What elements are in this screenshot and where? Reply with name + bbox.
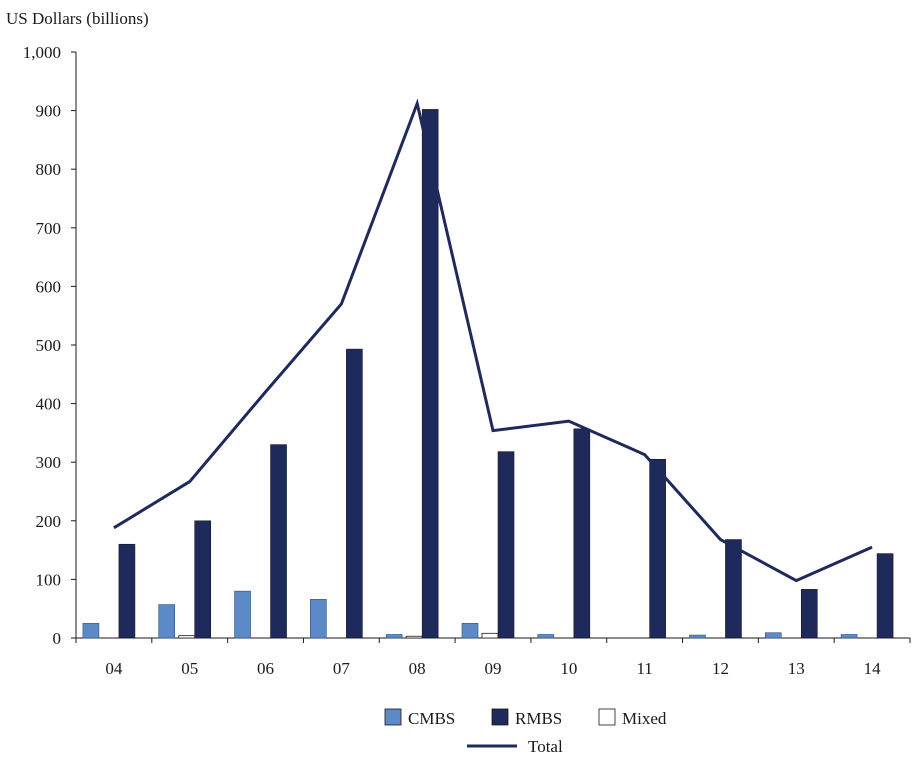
y-tick-label: 600 — [36, 277, 62, 296]
line-total — [113, 98, 873, 583]
x-tick-label: 07 — [333, 659, 351, 678]
x-tick-label: 13 — [788, 659, 805, 678]
x-tick-label: 12 — [712, 659, 729, 678]
x-tick-label: 09 — [485, 659, 502, 678]
x-tick-label: 06 — [257, 659, 274, 678]
bar-rmbs-11 — [649, 458, 666, 639]
y-tick-label: 500 — [36, 336, 62, 355]
bar-rmbs-08 — [421, 109, 439, 639]
y-tick-label: 300 — [36, 453, 62, 472]
y-tick-label: 700 — [36, 219, 62, 238]
plot-area: 0 100 200 300 400 500 600 700 800 900 1,000 04 05 06 0… — [23, 43, 911, 678]
bar-rmbs-07 — [346, 348, 363, 639]
y-tick-label: 400 — [36, 395, 62, 414]
bar-cmbs-12 — [689, 634, 706, 639]
bar-cmbs-04 — [82, 623, 100, 639]
legend-label-rmbs: RMBS — [515, 709, 562, 728]
x-tick-label: 11 — [636, 659, 652, 678]
legend-label-cmbs: CMBS — [408, 709, 455, 728]
bar-cmbs-14 — [840, 634, 858, 639]
bar-rmbs-05 — [194, 520, 212, 639]
legend-swatch-mixed — [598, 708, 616, 726]
bar-cmbs-13 — [764, 632, 782, 639]
y-tick-label: 900 — [36, 102, 62, 121]
legend-swatch-cmbs — [384, 708, 402, 726]
bar-mixed-08 — [405, 635, 423, 639]
y-tick-label: 0 — [53, 629, 62, 648]
bar-rmbs-14 — [876, 553, 894, 639]
x-tick-label: 04 — [105, 659, 123, 678]
bar-rmbs-10 — [573, 428, 591, 639]
bar-cmbs-10 — [537, 634, 555, 639]
x-tick-label: 08 — [409, 659, 426, 678]
y-tick-label: 100 — [36, 570, 62, 589]
y-axis-title: US Dollars (billions) — [6, 9, 149, 28]
x-tick-label: 10 — [560, 659, 577, 678]
bar-rmbs-09 — [497, 451, 515, 639]
bar-mixed-05 — [178, 635, 196, 639]
x-tick-label: 05 — [181, 659, 198, 678]
bar-cmbs-08 — [385, 634, 403, 639]
bar-rmbs-12 — [725, 539, 742, 639]
bar-cmbs-05 — [158, 604, 176, 639]
bar-rmbs-04 — [118, 543, 136, 639]
bar-mixed-09 — [481, 632, 499, 639]
legend-swatch-rmbs — [491, 708, 509, 726]
legend-label-total: Total — [528, 737, 563, 756]
legend-label-mixed: Mixed — [622, 709, 667, 728]
bar-rmbs-06 — [270, 444, 287, 639]
bar-cmbs-09 — [461, 623, 479, 639]
y-tick-label: 800 — [36, 160, 62, 179]
legend: CMBS RMBS Mixed Total — [384, 708, 667, 756]
bar-cmbs-06 — [234, 590, 251, 639]
bar-rmbs-13 — [800, 589, 818, 639]
y-tick-label: 200 — [36, 512, 62, 531]
x-tick-label: 14 — [864, 659, 882, 678]
bar-cmbs-07 — [310, 599, 327, 639]
y-tick-label: 1,000 — [23, 43, 61, 62]
